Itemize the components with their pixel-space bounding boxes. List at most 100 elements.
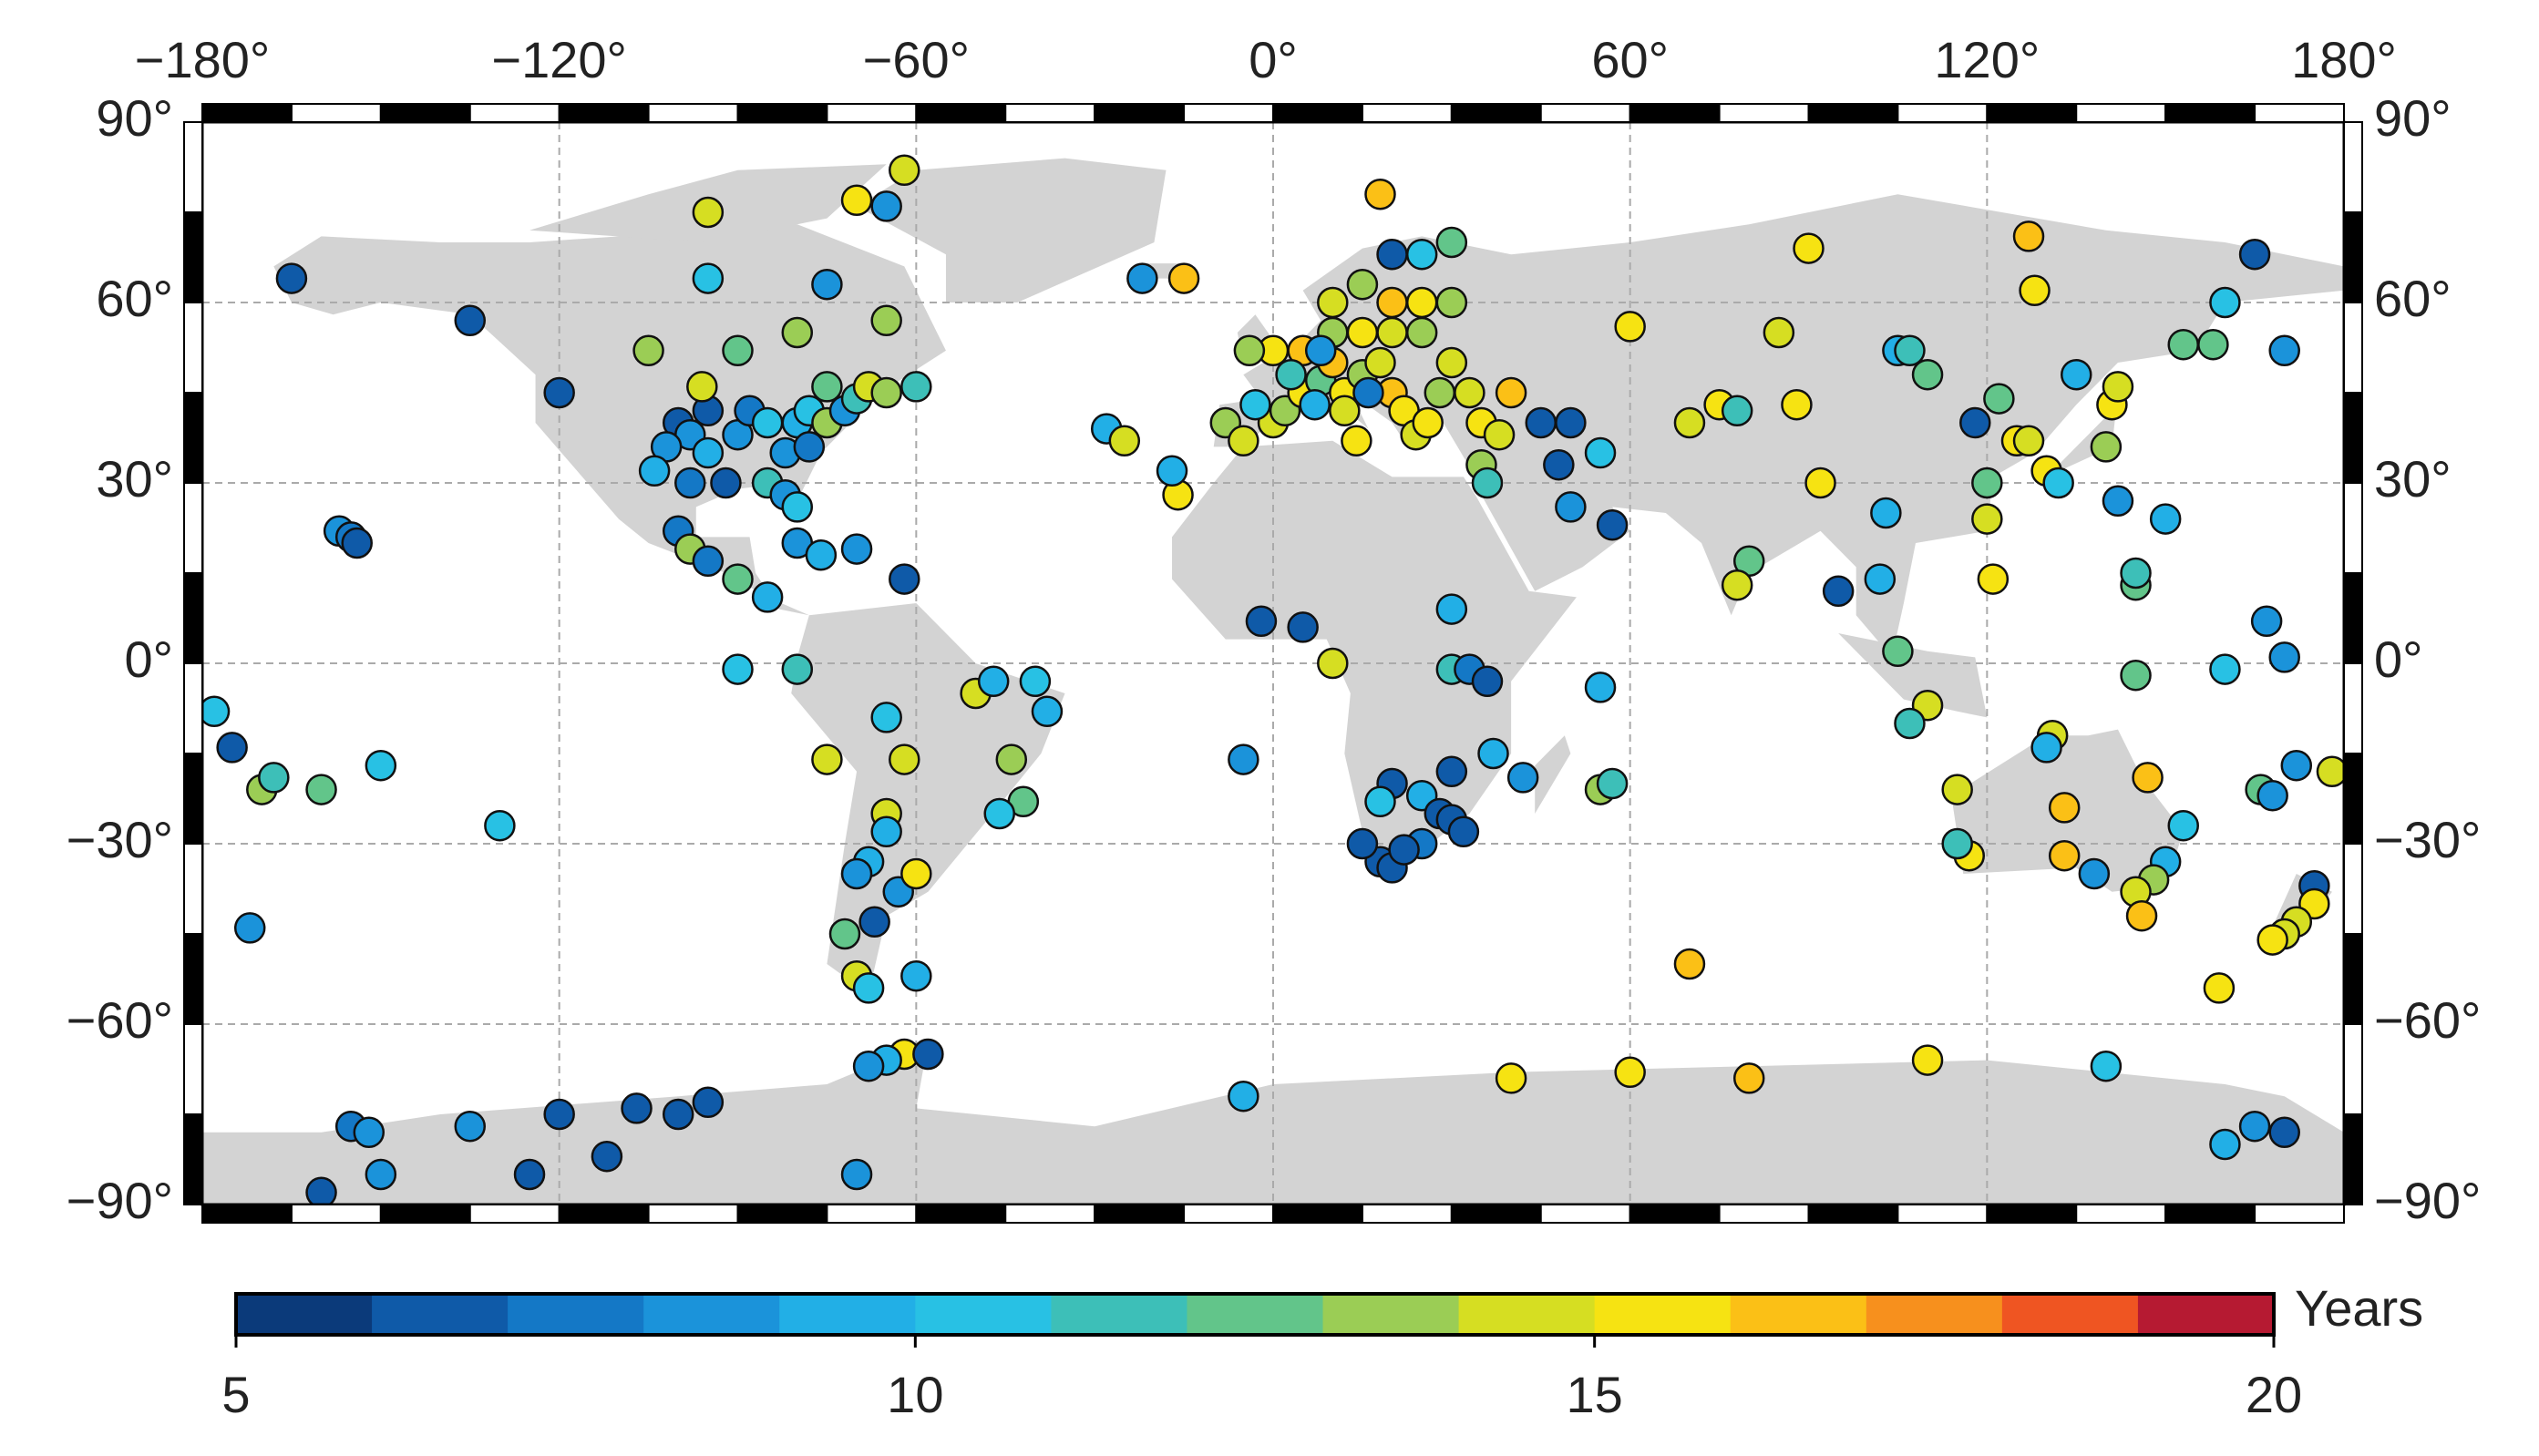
station-point [662,1098,694,1131]
frame-segment [183,121,203,213]
station-point [2102,485,2134,518]
station-point [1781,388,1813,421]
station-point [1233,334,1266,367]
x-tick-label: −120° [491,31,627,88]
station-point [202,695,231,728]
station-point [686,371,718,403]
colorbar-segment [2137,1294,2275,1335]
station-point [828,918,861,950]
frame-segment [2164,1204,2256,1224]
colorbar-segment [236,1294,373,1335]
station-point [216,732,248,764]
y-tick-label: −60° [67,991,173,1049]
colorbar-segment [915,1294,1052,1335]
station-point [1329,395,1361,427]
frame-segment [468,103,560,123]
frame-segment [1986,1204,2078,1224]
station-point [1721,569,1753,601]
frame-segment [736,1204,828,1224]
station-point [1882,635,1914,668]
station-point [632,334,664,367]
station-point [1454,376,1485,409]
station-point [2149,503,2182,535]
frame-segment [2343,392,2363,484]
frame-segment [1183,1204,1275,1224]
frame-segment [1718,103,1810,123]
colorbar-label: Years [2295,1279,2423,1337]
station-point [1911,1044,1944,1076]
y-tick-label-right: −60° [2374,991,2481,1049]
frame-segment [647,103,739,123]
frame-segment [1718,1204,1810,1224]
station-point [1614,311,1646,343]
station-point [1732,1062,1765,1094]
station-point [2209,653,2241,685]
frame-segment [201,103,293,123]
station-point [1364,346,1396,379]
station-point [1584,436,1617,469]
station-point [1346,268,1379,301]
station-point [852,972,885,1004]
station-point [900,959,932,992]
frame-segment [1450,1204,1542,1224]
frame-segment [2075,1204,2167,1224]
frame-segment [2343,211,2363,303]
y-tick-label: −30° [67,811,173,868]
station-point [1911,358,1944,391]
y-tick-label-right: 90° [2374,89,2452,147]
station-point [1506,762,1539,794]
colorbar-tick-label: 5 [221,1366,250,1423]
station-point [1346,827,1379,860]
colorbar-segment [508,1294,644,1335]
frame-segment [1183,103,1275,123]
x-tick-label: 120° [1934,31,2040,88]
station-point [1228,1080,1259,1113]
station-point [1495,1062,1527,1094]
frame-segment [2164,103,2256,123]
station-point [692,436,725,469]
station-point [1412,406,1444,439]
frame-segment [2254,103,2345,123]
station-point [1596,767,1629,800]
station-point [793,431,826,463]
frame-segment [2343,1113,2363,1205]
station-point [1435,226,1468,259]
station-point [2078,857,2111,890]
x-tick-label: −180° [135,31,271,88]
frame-segment [2343,302,2363,394]
station-point [1977,563,2010,595]
station-point [1435,286,1468,319]
station-point [870,190,902,222]
station-point [912,1038,944,1071]
frame-segment [183,753,203,845]
colorbar-segment [1594,1294,1732,1335]
frame-segment [183,392,203,484]
station-point [2125,899,2158,932]
station-point [353,1116,385,1149]
station-point [1317,647,1349,680]
station-point [1435,755,1468,788]
station-point [2203,972,2236,1004]
station-point [1471,467,1504,499]
frame-segment [1094,1204,1186,1224]
station-point [1983,383,2015,415]
station-point [1126,262,1158,294]
station-point [233,912,266,944]
landmass [857,158,1167,302]
station-layer [202,154,2344,1205]
station-point [2042,467,2074,499]
station-point [1317,286,1349,319]
station-point [1424,376,1456,409]
station-point [1031,695,1064,728]
station-point [543,1098,575,1131]
station-point [2256,924,2288,956]
frame-segment [2343,933,2363,1025]
station-point [365,1158,397,1191]
station-point [341,527,373,559]
station-point [781,491,814,523]
station-point [2316,755,2344,788]
station-point [889,563,920,595]
station-point [275,262,308,294]
station-point [1299,388,1331,421]
